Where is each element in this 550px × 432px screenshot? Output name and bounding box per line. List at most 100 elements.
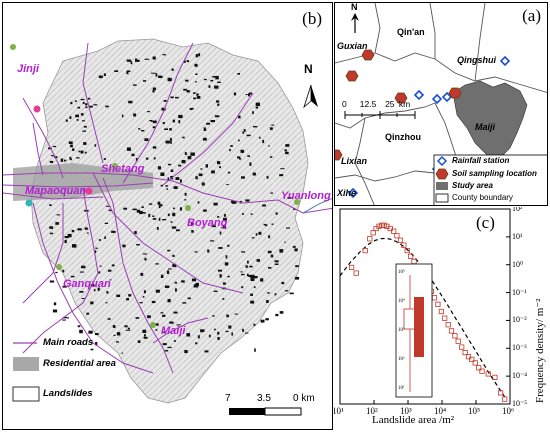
legend-roads-label: Main roads bbox=[43, 337, 94, 348]
legend-study-label: Study area bbox=[452, 181, 493, 190]
legend-residential-label: Residential area bbox=[43, 358, 116, 369]
study-area-shape bbox=[452, 80, 528, 159]
legend-landslides-label: Landslides bbox=[43, 388, 93, 399]
town-dot bbox=[25, 199, 33, 207]
place-label-qinan: Qin'an bbox=[397, 27, 425, 37]
legend-county-swatch bbox=[435, 193, 449, 203]
data-point bbox=[469, 356, 475, 362]
data-point bbox=[462, 349, 468, 356]
town-dot bbox=[85, 187, 93, 195]
legend-residential-swatch bbox=[13, 357, 39, 371]
data-point bbox=[391, 228, 397, 234]
place-label-xihe: Xihe bbox=[337, 188, 357, 198]
rainfall-station-icon bbox=[441, 91, 453, 103]
soil-sampling-icon bbox=[345, 70, 359, 82]
panel-a-svg bbox=[335, 3, 547, 205]
data-point bbox=[397, 237, 404, 243]
soil-sampling-icon bbox=[448, 87, 462, 99]
panel-b-svg bbox=[3, 38, 332, 416]
y-tick-label: 10² bbox=[512, 207, 523, 213]
town-dot bbox=[10, 44, 16, 50]
panel-c-label: (c) bbox=[474, 213, 497, 233]
scale-label-3-5: 3.5 bbox=[257, 393, 271, 404]
study-area-terrain bbox=[30, 38, 309, 404]
rainfall-station-icon bbox=[413, 89, 425, 101]
place-label-maiji: Maiji bbox=[475, 122, 496, 132]
y-tick-label: 10¹ bbox=[512, 231, 523, 241]
town-label-yuanlong: Yuanlong bbox=[281, 190, 331, 202]
data-point bbox=[459, 344, 465, 350]
legend-soil-icon bbox=[435, 168, 449, 180]
inset-tick-label: 10⁴ bbox=[398, 298, 405, 304]
panel-a-legend-box bbox=[433, 154, 547, 205]
town-dot bbox=[112, 163, 118, 169]
data-point bbox=[362, 248, 368, 254]
data-point bbox=[367, 236, 373, 242]
soil-sampling-locations bbox=[335, 49, 462, 161]
legend-county-label: County boundary bbox=[452, 193, 513, 202]
data-point bbox=[404, 248, 410, 254]
town-dot bbox=[150, 322, 156, 328]
x-tick-label: 10⁵ bbox=[468, 406, 481, 416]
town-dot bbox=[33, 105, 41, 113]
panel-b-label: (b) bbox=[302, 9, 322, 28]
panel-a-scale-bar bbox=[344, 111, 416, 119]
landslide-polygons bbox=[48, 53, 300, 354]
place-label-lixian: Lixian bbox=[341, 156, 368, 166]
town-label-mapaoquan: Mapaoquan bbox=[25, 185, 87, 197]
data-point bbox=[370, 230, 376, 236]
data-point bbox=[408, 253, 414, 259]
panel-c-chart: 10⁵ 10⁴ 10³ 10² 10¹ (c) 10¹ 10² 10³ 10⁴ 10⁵ 10⁶ 1… bbox=[334, 207, 548, 430]
y-tick-label: 10⁻³ bbox=[512, 343, 527, 353]
legend-landslide-swatch bbox=[12, 386, 40, 402]
y-tick-label: 10⁻⁵ bbox=[512, 399, 528, 408]
inset-tick-label: 10¹ bbox=[398, 385, 405, 391]
data-point bbox=[485, 371, 491, 377]
data-point bbox=[448, 328, 455, 334]
data-point bbox=[442, 315, 448, 321]
x-tick-label: 10³ bbox=[400, 406, 412, 416]
legend-soil-label: Soil sampling location bbox=[452, 169, 537, 178]
town-dot bbox=[185, 205, 191, 211]
panel-a-scale-text: 0 12.5 25 km bbox=[342, 99, 411, 109]
data-point bbox=[394, 233, 400, 239]
data-point bbox=[438, 308, 444, 315]
y-tick-label: 10⁻² bbox=[512, 315, 527, 325]
y-axis-label: Frequency density/ m⁻² bbox=[534, 298, 546, 403]
scale-label-0km: 0 km bbox=[293, 393, 315, 404]
inset-boxplot: 10⁵ 10⁴ 10³ 10² 10¹ bbox=[395, 263, 433, 398]
river bbox=[302, 198, 332, 214]
soil-sampling-icon bbox=[361, 49, 375, 61]
soil-sampling-icon bbox=[335, 149, 343, 161]
data-point bbox=[376, 223, 382, 229]
rainfall-station-icon bbox=[347, 187, 359, 199]
data-point bbox=[502, 396, 508, 402]
data-point bbox=[353, 270, 359, 276]
town-dot bbox=[56, 264, 62, 270]
x-tick-label: 10² bbox=[366, 406, 378, 416]
y-tick-label: 10⁻¹ bbox=[512, 287, 527, 297]
data-point bbox=[492, 374, 498, 380]
chart-svg: 10⁵ 10⁴ 10³ 10² 10¹ bbox=[339, 208, 511, 405]
x-tick-label: 10⁴ bbox=[434, 406, 447, 416]
town-label-shetang: Shetang bbox=[101, 163, 145, 175]
main-roads bbox=[3, 42, 332, 374]
north-arrow-icon bbox=[303, 84, 318, 109]
legend-rainfall-label: Rainfall station bbox=[452, 156, 510, 165]
town-label-ganquan: Ganquan bbox=[63, 278, 111, 290]
data-point bbox=[381, 222, 387, 228]
panel-a-map: (a) N Qin'an Guxian Qingshui Qinzhou Maiji Li… bbox=[334, 2, 548, 206]
data-point bbox=[452, 333, 458, 339]
place-label-qingshui: Qingshui bbox=[457, 55, 496, 65]
town-label-jinji: Jinji bbox=[17, 63, 40, 75]
town-dot bbox=[294, 199, 300, 205]
north-arrow-icon bbox=[351, 13, 359, 33]
scale-bar bbox=[229, 407, 302, 416]
y-tick-label: 10⁰ bbox=[512, 259, 524, 269]
data-point bbox=[401, 242, 407, 248]
data-point bbox=[472, 360, 478, 366]
data-point bbox=[455, 338, 461, 344]
place-label-qinzhou: Qinzhou bbox=[385, 132, 421, 142]
legend-study-swatch bbox=[436, 182, 448, 190]
inset-tick-label: 10³ bbox=[398, 327, 405, 333]
